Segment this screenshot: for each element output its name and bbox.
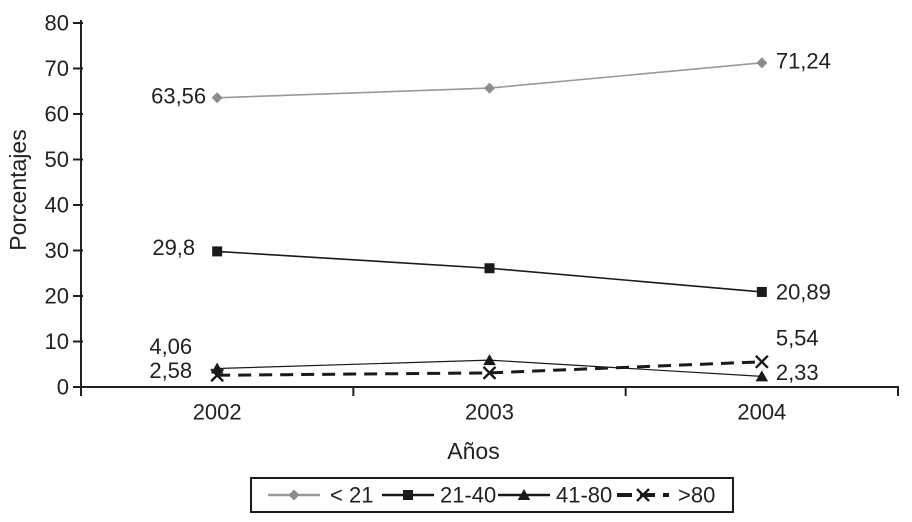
- data-point-label: 5,54: [776, 325, 819, 350]
- square-marker-icon: [212, 246, 223, 257]
- y-axis-title: Porcentajes: [5, 129, 31, 250]
- legend-item-41-80: 41-80: [498, 483, 612, 508]
- x-marker-icon: [210, 368, 225, 383]
- x-tick-label: 2004: [737, 400, 786, 425]
- x-marker-icon: [636, 488, 650, 502]
- x-marker-icon: [754, 354, 769, 369]
- diamond-marker-icon: [211, 92, 223, 104]
- y-tick-label: 40: [45, 193, 69, 218]
- series-41-80: 4,06 2,33: [149, 334, 818, 385]
- diamond-marker-icon: [484, 82, 495, 94]
- x-axis-title: Años: [447, 438, 499, 464]
- square-marker-icon: [756, 286, 767, 297]
- legend-label: < 21: [330, 483, 373, 508]
- data-point-label: 20,89: [776, 279, 831, 304]
- legend-label: >80: [678, 483, 715, 508]
- y-tick-label: 60: [45, 102, 69, 127]
- data-point-label: 4,06: [149, 334, 192, 359]
- series-21: 63,56 71,24: [151, 48, 831, 108]
- triangle-marker-icon: [483, 354, 496, 366]
- y-tick-label: 70: [45, 56, 69, 81]
- series-80: 2,58 5,54: [149, 325, 818, 382]
- diamond-marker-icon: [288, 489, 300, 501]
- y-tick-label: 50: [45, 147, 69, 172]
- triangle-marker-icon: [755, 370, 769, 382]
- legend-item-21: < 21: [268, 483, 373, 508]
- diamond-marker-icon: [756, 57, 768, 69]
- y-tick-label: 80: [45, 11, 69, 36]
- x-marker-icon: [482, 366, 497, 380]
- series-21-40: 29,8 20,89: [152, 235, 831, 305]
- triangle-marker-icon: [517, 489, 531, 500]
- x-tick-label: 2002: [193, 400, 242, 425]
- y-tick-label: 0: [57, 375, 69, 400]
- legend-label: 41-80: [556, 483, 612, 508]
- data-point-label: 71,24: [776, 48, 831, 73]
- data-point-label: 63,56: [151, 83, 206, 108]
- legend-item-21-40: 21-40: [382, 483, 496, 508]
- square-marker-icon: [484, 263, 495, 274]
- x-tick-label: 2003: [465, 400, 514, 425]
- y-tick-label: 20: [45, 284, 69, 309]
- data-point-label: 29,8: [152, 235, 195, 260]
- legend: < 21 21-40 41-80 >80: [250, 477, 734, 513]
- y-tick-label: 10: [45, 329, 69, 354]
- y-tick-label: 30: [45, 238, 69, 263]
- square-marker-icon: [403, 490, 413, 500]
- data-point-label: 2,58: [149, 358, 192, 383]
- legend-item-80: >80: [617, 483, 715, 508]
- series-line-80: [217, 360, 762, 377]
- legend-label: 21-40: [440, 483, 496, 508]
- data-point-label: 2,33: [776, 360, 819, 385]
